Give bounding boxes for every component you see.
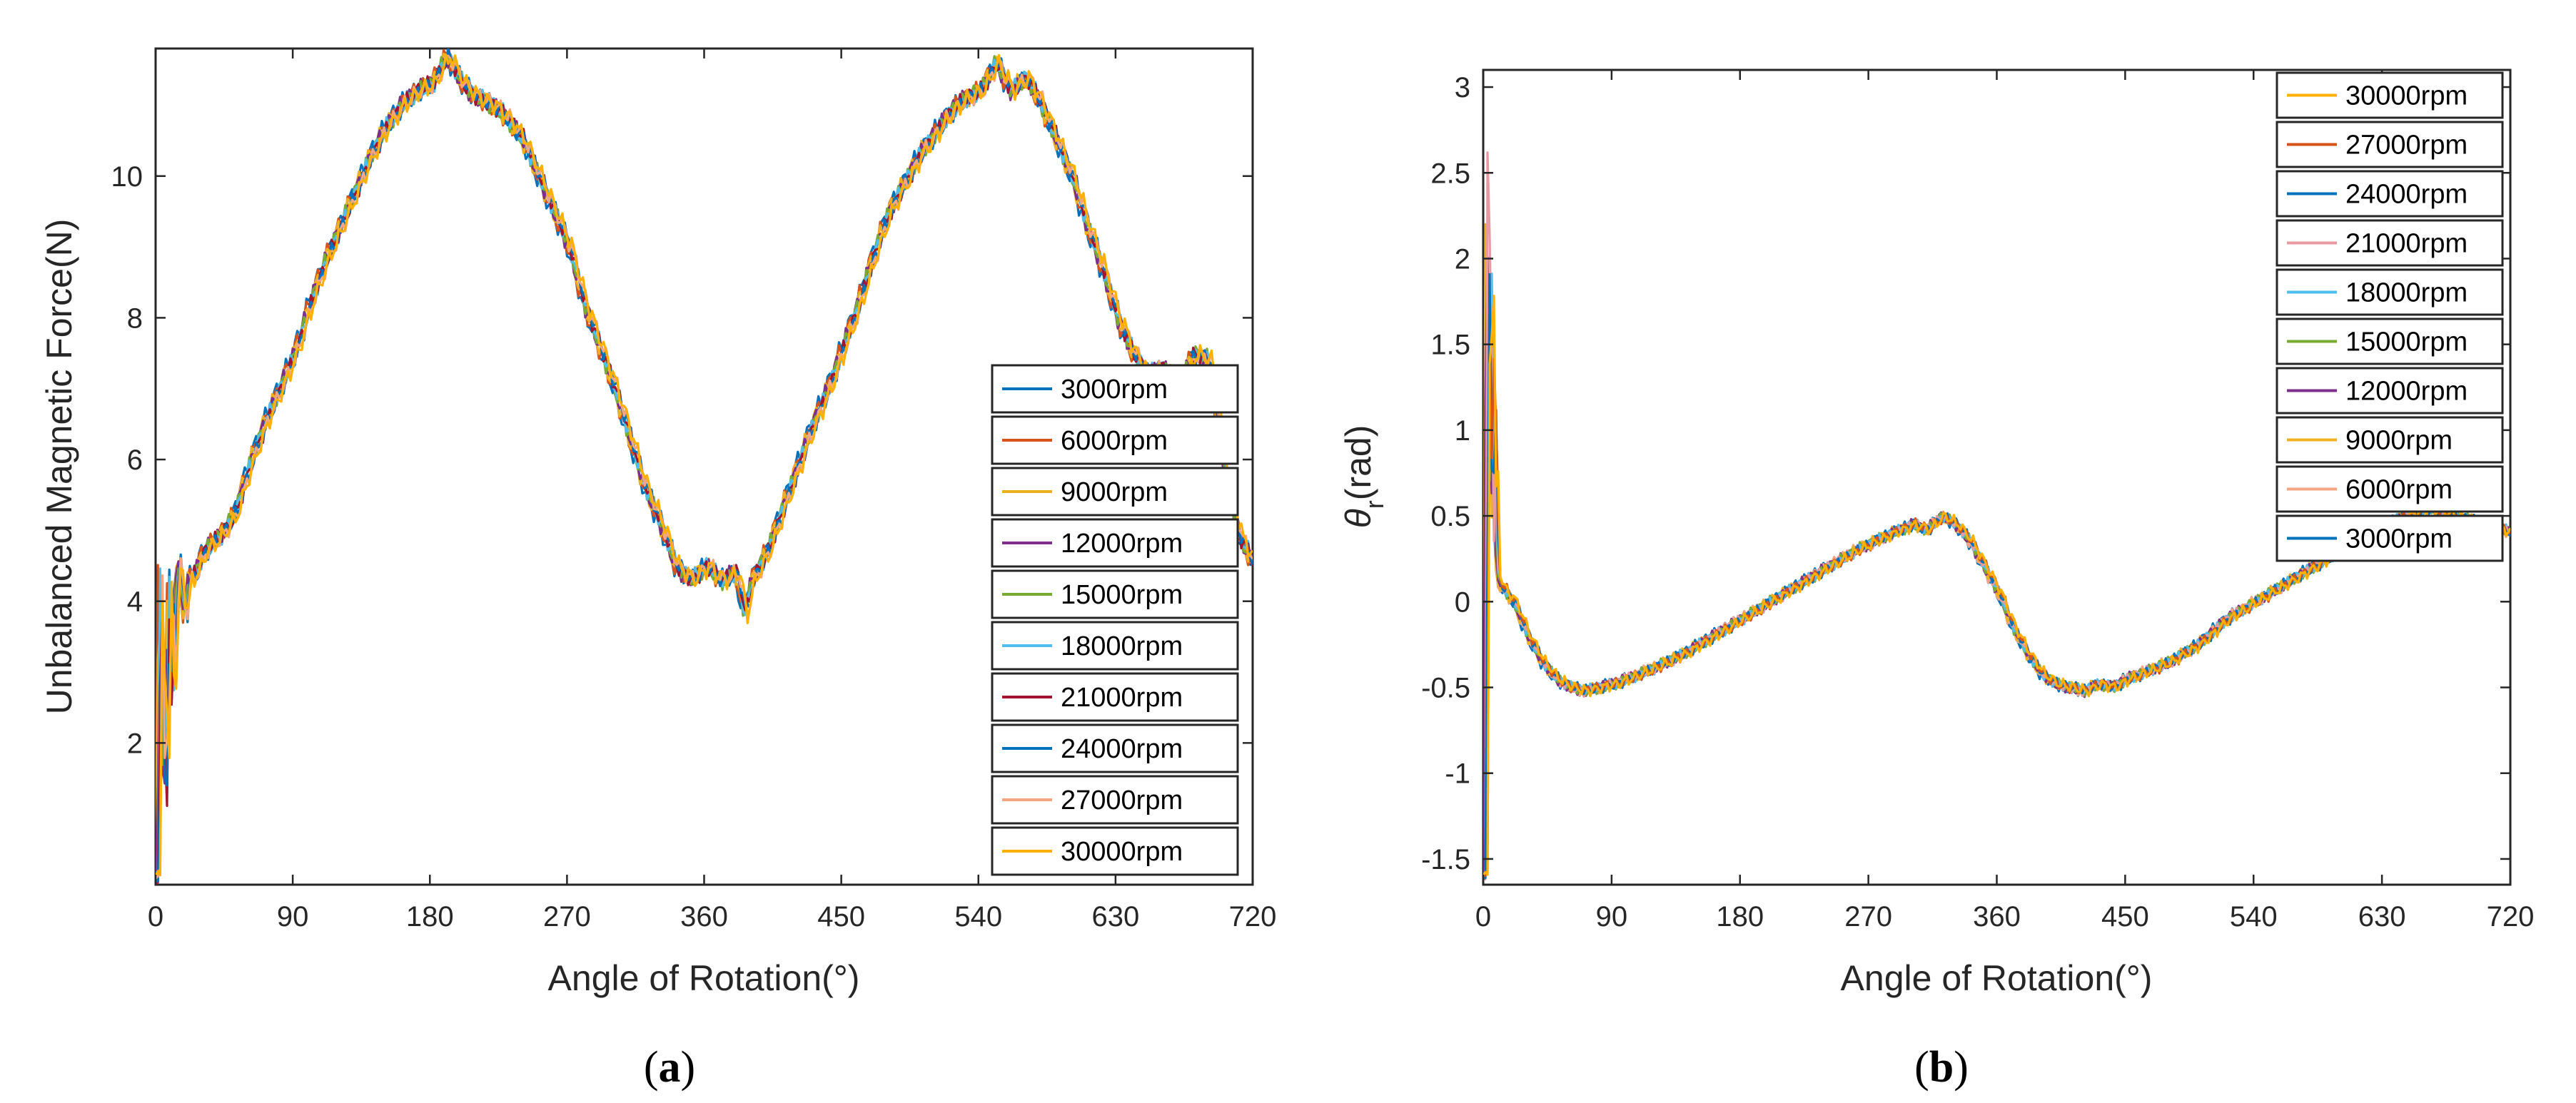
chart-b-y-tick-label: 1.5 — [1430, 330, 1470, 361]
chart-b-legend-label: 9000rpm — [2345, 426, 2453, 456]
chart-b-y-tick-label: -1.5 — [1421, 844, 1470, 875]
chart-a-x-tick-label: 0 — [148, 901, 163, 932]
chart-b-y-axis-title: θr(rad) — [1338, 425, 1389, 529]
chart-b-x-axis: 0 90 180 270 360 450 540 630 720 — [1475, 70, 2535, 932]
chart-b-legend-entry — [2276, 514, 2504, 562]
chart-b-legend-label: 21000rpm — [2345, 229, 2468, 259]
chart-b-panel-label: (b) — [1914, 1043, 1969, 1092]
chart-a-y-axis: 2 4 6 8 10 — [111, 161, 1253, 759]
chart-a-legend: 3000rpm 6000rpm 9000rpm 12000rpm 15000rpm 180… — [991, 364, 1239, 876]
chart-a-y-tick-label: 4 — [127, 586, 143, 618]
chart-b-y-tick-label: 2 — [1455, 243, 1470, 275]
chart-a-y-tick-label: 6 — [127, 444, 143, 476]
chart-a-x-tick-label: 360 — [680, 901, 728, 932]
chart-a-legend-label: 12000rpm — [1061, 529, 1183, 559]
chart-b-y-tick-label: -1 — [1445, 758, 1470, 790]
chart-b: 0 90 180 270 360 450 540 630 720 -1.5 -1 -0.5 0 0.5 1… — [1338, 68, 2535, 1092]
chart-b-legend-label: 6000rpm — [2345, 475, 2453, 505]
chart-b-x-tick-label: 90 — [1596, 901, 1628, 932]
chart-b-x-tick-label: 630 — [2358, 901, 2406, 932]
chart-b-legend-label: 12000rpm — [2345, 377, 2468, 407]
chart-a: 0 90 180 270 360 450 540 630 720 2 4 6 8 10 3000rpm 6… — [39, 47, 1276, 1092]
chart-b-x-tick-label: 540 — [2230, 901, 2278, 932]
chart-b-legend-label: 15000rpm — [2345, 327, 2468, 357]
chart-a-legend-label: 27000rpm — [1061, 786, 1183, 815]
chart-a-legend-label: 15000rpm — [1061, 580, 1183, 610]
chart-b-x-tick-label: 450 — [2101, 901, 2149, 932]
chart-a-legend-label: 21000rpm — [1061, 683, 1183, 713]
chart-a-series-group — [156, 49, 1253, 885]
chart-a-x-tick-label: 720 — [1229, 901, 1277, 932]
chart-a-x-tick-label: 450 — [817, 901, 865, 932]
chart-b-x-tick-label: 360 — [1973, 901, 2021, 932]
chart-a-y-axis-title: Unbalanced Magnetic Force(N) — [39, 219, 79, 715]
chart-b-y-tick-label: -0.5 — [1421, 673, 1470, 704]
chart-a-x-tick-label: 540 — [954, 901, 1002, 932]
chart-a-panel-label: (a) — [644, 1043, 695, 1092]
chart-b-legend-label: 3000rpm — [2345, 524, 2453, 554]
chart-b-y-tick-label: 0.5 — [1430, 501, 1470, 532]
chart-b-y-tick-label: 2.5 — [1430, 158, 1470, 189]
chart-a-legend-label: 6000rpm — [1061, 426, 1168, 456]
chart-a-y-tick-label: 8 — [127, 303, 143, 334]
chart-a-series-30000rpm — [156, 53, 1253, 877]
chart-a-y-tick-label: 2 — [127, 728, 143, 759]
chart-b-legend-label: 18000rpm — [2345, 278, 2468, 308]
chart-a-x-tick-label: 180 — [406, 901, 454, 932]
chart-a-legend-label: 18000rpm — [1061, 631, 1183, 661]
chart-b-legend: 30000rpm 27000rpm 24000rpm 21000rpm 18000rpm… — [2276, 71, 2504, 562]
chart-b-legend-entry — [2276, 317, 2504, 365]
chart-b-y-axis-symbol: θ — [1338, 509, 1378, 528]
chart-a-legend-label: 24000rpm — [1061, 734, 1183, 764]
chart-a-legend-label: 30000rpm — [1061, 837, 1183, 867]
chart-b-y-axis-unit: (rad) — [1338, 425, 1378, 501]
chart-b-x-tick-label: 180 — [1716, 901, 1764, 932]
chart-a-legend-label: 9000rpm — [1061, 477, 1168, 507]
chart-b-legend-label: 30000rpm — [2345, 81, 2468, 111]
chart-a-x-tick-label: 90 — [277, 901, 309, 932]
chart-a-x-axis: 0 90 180 270 360 450 540 630 720 — [148, 49, 1277, 932]
chart-b-x-axis-title: Angle of Rotation(°) — [1841, 958, 2153, 998]
chart-b-y-tick-label: 3 — [1455, 72, 1470, 103]
chart-b-x-tick-label: 720 — [2487, 901, 2535, 932]
chart-a-x-axis-title: Angle of Rotation(°) — [548, 958, 860, 998]
chart-a-x-tick-label: 270 — [543, 901, 591, 932]
chart-b-y-tick-label: 0 — [1455, 586, 1470, 618]
chart-b-legend-label: 27000rpm — [2345, 131, 2468, 161]
chart-a-panel-letter: a — [659, 1043, 681, 1092]
chart-b-y-tick-label: 1 — [1455, 415, 1470, 447]
chart-b-x-tick-label: 270 — [1844, 901, 1892, 932]
chart-a-y-tick-label: 10 — [111, 161, 143, 193]
chart-b-legend-label: 24000rpm — [2345, 180, 2468, 210]
chart-a-legend-label: 3000rpm — [1061, 375, 1168, 405]
chart-b-y-axis-subscript: r — [1360, 500, 1389, 509]
chart-b-x-tick-label: 0 — [1475, 901, 1491, 932]
chart-a-x-tick-label: 630 — [1092, 901, 1140, 932]
chart-b-panel-letter: b — [1929, 1043, 1954, 1092]
